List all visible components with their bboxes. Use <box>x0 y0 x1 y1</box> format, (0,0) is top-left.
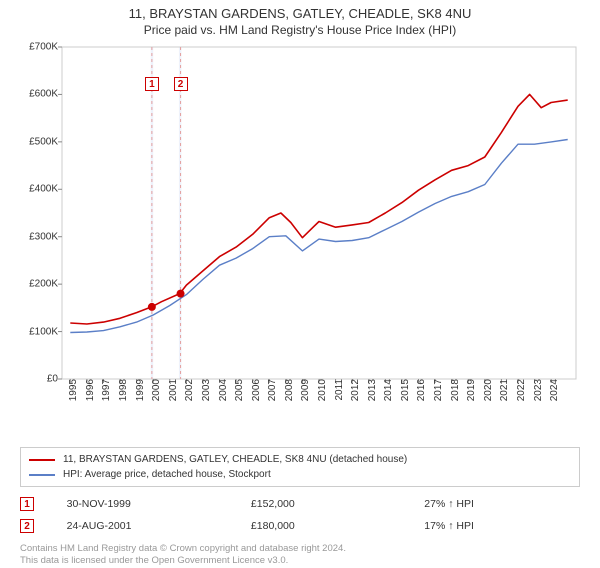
x-axis-label: 2005 <box>232 379 245 401</box>
x-axis-label: 2015 <box>398 379 411 401</box>
transaction-date: 24-AUG-2001 <box>67 515 221 537</box>
transaction-price: £152,000 <box>221 493 394 515</box>
x-axis-label: 2004 <box>216 379 229 401</box>
x-axis-label: 2024 <box>547 379 560 401</box>
x-axis-label: 1997 <box>99 379 112 401</box>
x-axis-label: 2009 <box>298 379 311 401</box>
plot-overlay: £0 £100K £200K £300K £400K £500K £600K £700K 199… <box>20 43 580 413</box>
x-axis-label: 2003 <box>199 379 212 401</box>
license-text: Contains HM Land Registry data © Crown c… <box>20 543 580 568</box>
x-axis-label: 2010 <box>315 379 328 401</box>
sale-marker-flag: 2 <box>174 77 188 91</box>
x-axis-label: 2001 <box>166 379 179 401</box>
y-axis-label: £300K <box>29 231 62 242</box>
transaction-price: £180,000 <box>221 515 394 537</box>
y-axis-label: £600K <box>29 89 62 100</box>
transaction-delta: 17% ↑ HPI <box>394 515 580 537</box>
x-axis-label: 2006 <box>249 379 262 401</box>
x-axis-label: 2019 <box>464 379 477 401</box>
transaction-delta: 27% ↑ HPI <box>394 493 580 515</box>
x-axis-label: 1995 <box>66 379 79 401</box>
x-axis-label: 2018 <box>448 379 461 401</box>
x-axis-label: 2020 <box>481 379 494 401</box>
x-axis-label: 1996 <box>83 379 96 401</box>
legend-item: 11, BRAYSTAN GARDENS, GATLEY, CHEADLE, S… <box>29 452 571 467</box>
table-row: 1 30-NOV-1999£152,00027% ↑ HPI <box>20 493 580 515</box>
x-axis-label: 2007 <box>265 379 278 401</box>
x-axis-label: 2013 <box>365 379 378 401</box>
transaction-date: 30-NOV-1999 <box>67 493 221 515</box>
sale-marker-badge: 1 <box>20 497 34 511</box>
legend-item: HPI: Average price, detached house, Stoc… <box>29 467 571 482</box>
y-axis-label: £100K <box>29 326 62 337</box>
license-line: This data is licensed under the Open Gov… <box>20 555 580 567</box>
chart-title-line2: Price paid vs. HM Land Registry's House … <box>0 23 600 37</box>
chart-container: £0 £100K £200K £300K £400K £500K £600K £700K 199… <box>20 43 580 413</box>
x-axis-label: 2012 <box>348 379 361 401</box>
y-axis-label: £400K <box>29 184 62 195</box>
license-line: Contains HM Land Registry data © Crown c… <box>20 543 580 555</box>
sale-marker-flag: 1 <box>145 77 159 91</box>
y-axis-label: £200K <box>29 279 62 290</box>
chart-title-line1: 11, BRAYSTAN GARDENS, GATLEY, CHEADLE, S… <box>0 6 600 21</box>
sale-marker-badge: 2 <box>20 519 34 533</box>
table-row: 2 24-AUG-2001£180,00017% ↑ HPI <box>20 515 580 537</box>
legend: 11, BRAYSTAN GARDENS, GATLEY, CHEADLE, S… <box>20 447 580 487</box>
transactions-table: 1 30-NOV-1999£152,00027% ↑ HPI 2 24-AUG-200… <box>20 493 580 537</box>
x-axis-label: 1998 <box>116 379 129 401</box>
legend-swatch <box>29 459 55 461</box>
legend-label: HPI: Average price, detached house, Stoc… <box>63 469 271 480</box>
legend-swatch <box>29 474 55 476</box>
x-axis-label: 2002 <box>182 379 195 401</box>
x-axis-label: 2017 <box>431 379 444 401</box>
x-axis-label: 2022 <box>514 379 527 401</box>
x-axis-label: 2016 <box>414 379 427 401</box>
x-axis-label: 2011 <box>332 379 345 401</box>
y-axis-label: £700K <box>29 42 62 53</box>
legend-label: 11, BRAYSTAN GARDENS, GATLEY, CHEADLE, S… <box>63 454 407 465</box>
x-axis-label: 1999 <box>133 379 146 401</box>
y-axis-label: £500K <box>29 136 62 147</box>
x-axis-label: 2008 <box>282 379 295 401</box>
x-axis-label: 2000 <box>149 379 162 401</box>
x-axis-label: 2023 <box>531 379 544 401</box>
x-axis-label: 2014 <box>381 379 394 401</box>
y-axis-label: £0 <box>47 374 62 385</box>
x-axis-label: 2021 <box>497 379 510 401</box>
